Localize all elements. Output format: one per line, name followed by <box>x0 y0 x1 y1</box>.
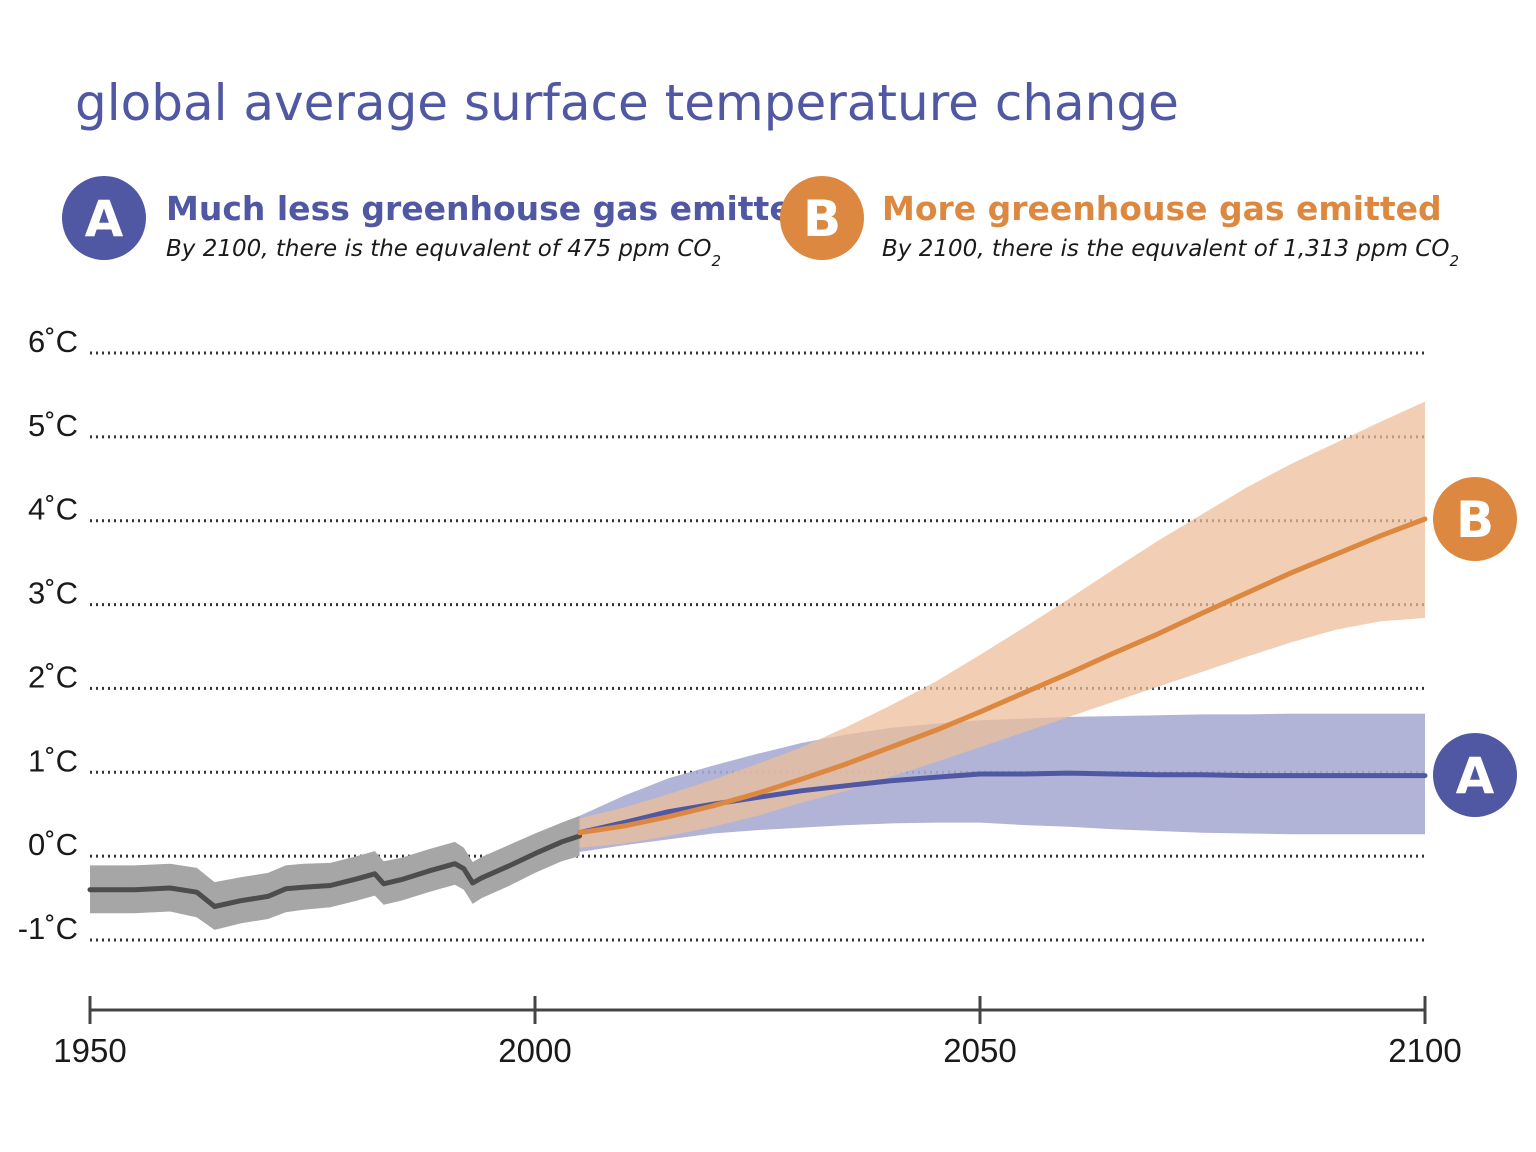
legend-b-subtitle-text: By 2100, there is the equvalent of 1,313… <box>882 236 1449 262</box>
y-tick-label: -1˚C <box>18 911 78 946</box>
x-tick-label: 1950 <box>53 1032 126 1069</box>
legend-b-letter: B <box>803 190 841 248</box>
chart-title: global average surface temperature chang… <box>75 74 1179 132</box>
legend-b-heading: More greenhouse gas emitted <box>882 189 1442 228</box>
y-tick-label: 3˚C <box>28 576 78 611</box>
uncertainty-bands <box>90 401 1425 930</box>
legend-a-badge <box>62 176 146 260</box>
legend-a: A Much less greenhouse gas emitted By 21… <box>62 176 815 270</box>
band-historical <box>90 815 580 930</box>
legend-b: B More greenhouse gas emitted By 2100, t… <box>780 176 1459 270</box>
y-tick-label: 4˚C <box>28 492 78 527</box>
line-b <box>577 516 1428 836</box>
x-tick-label: 2000 <box>498 1032 571 1069</box>
band-b <box>579 401 1425 848</box>
end-label-a-badge <box>1433 733 1517 817</box>
band-a <box>579 713 1425 852</box>
end-label-a-letter: A <box>1456 747 1495 805</box>
y-axis-ticks: 6˚C 5˚C 4˚C 3˚C 2˚C 1˚C 0˚C -1˚C <box>18 324 78 946</box>
legend-a-subtitle: By 2100, there is the equvalent of 475 p… <box>166 236 721 270</box>
x-tick-label: 2050 <box>943 1032 1016 1069</box>
line-historical <box>87 833 582 909</box>
end-label-b-letter: B <box>1456 491 1494 549</box>
series-lines <box>87 516 1428 909</box>
legend-a-subtitle-text: By 2100, there is the equvalent of 475 p… <box>166 236 712 262</box>
legend-b-badge <box>780 176 864 260</box>
y-tick-label: 2˚C <box>28 659 78 694</box>
end-label-b-badge <box>1433 477 1517 561</box>
x-tick-label: 2100 <box>1388 1032 1461 1069</box>
y-tick-label: 0˚C <box>28 827 78 862</box>
x-axis: 1950 2000 2050 2100 <box>53 996 1462 1069</box>
legend-b-subtitle: By 2100, there is the equvalent of 1,313… <box>882 236 1459 270</box>
y-tick-label: 5˚C <box>28 408 78 443</box>
y-tick-label: 1˚C <box>28 743 78 778</box>
legend-b-subscript: 2 <box>1449 252 1459 270</box>
legend-a-heading: Much less greenhouse gas emitted <box>166 189 815 228</box>
end-label-a: A <box>1433 733 1517 817</box>
y-tick-label: 6˚C <box>28 324 78 359</box>
legend-a-subscript: 2 <box>712 252 722 270</box>
end-label-b: B <box>1433 477 1517 561</box>
gridlines <box>90 351 1425 942</box>
legend-a-letter: A <box>85 190 124 248</box>
